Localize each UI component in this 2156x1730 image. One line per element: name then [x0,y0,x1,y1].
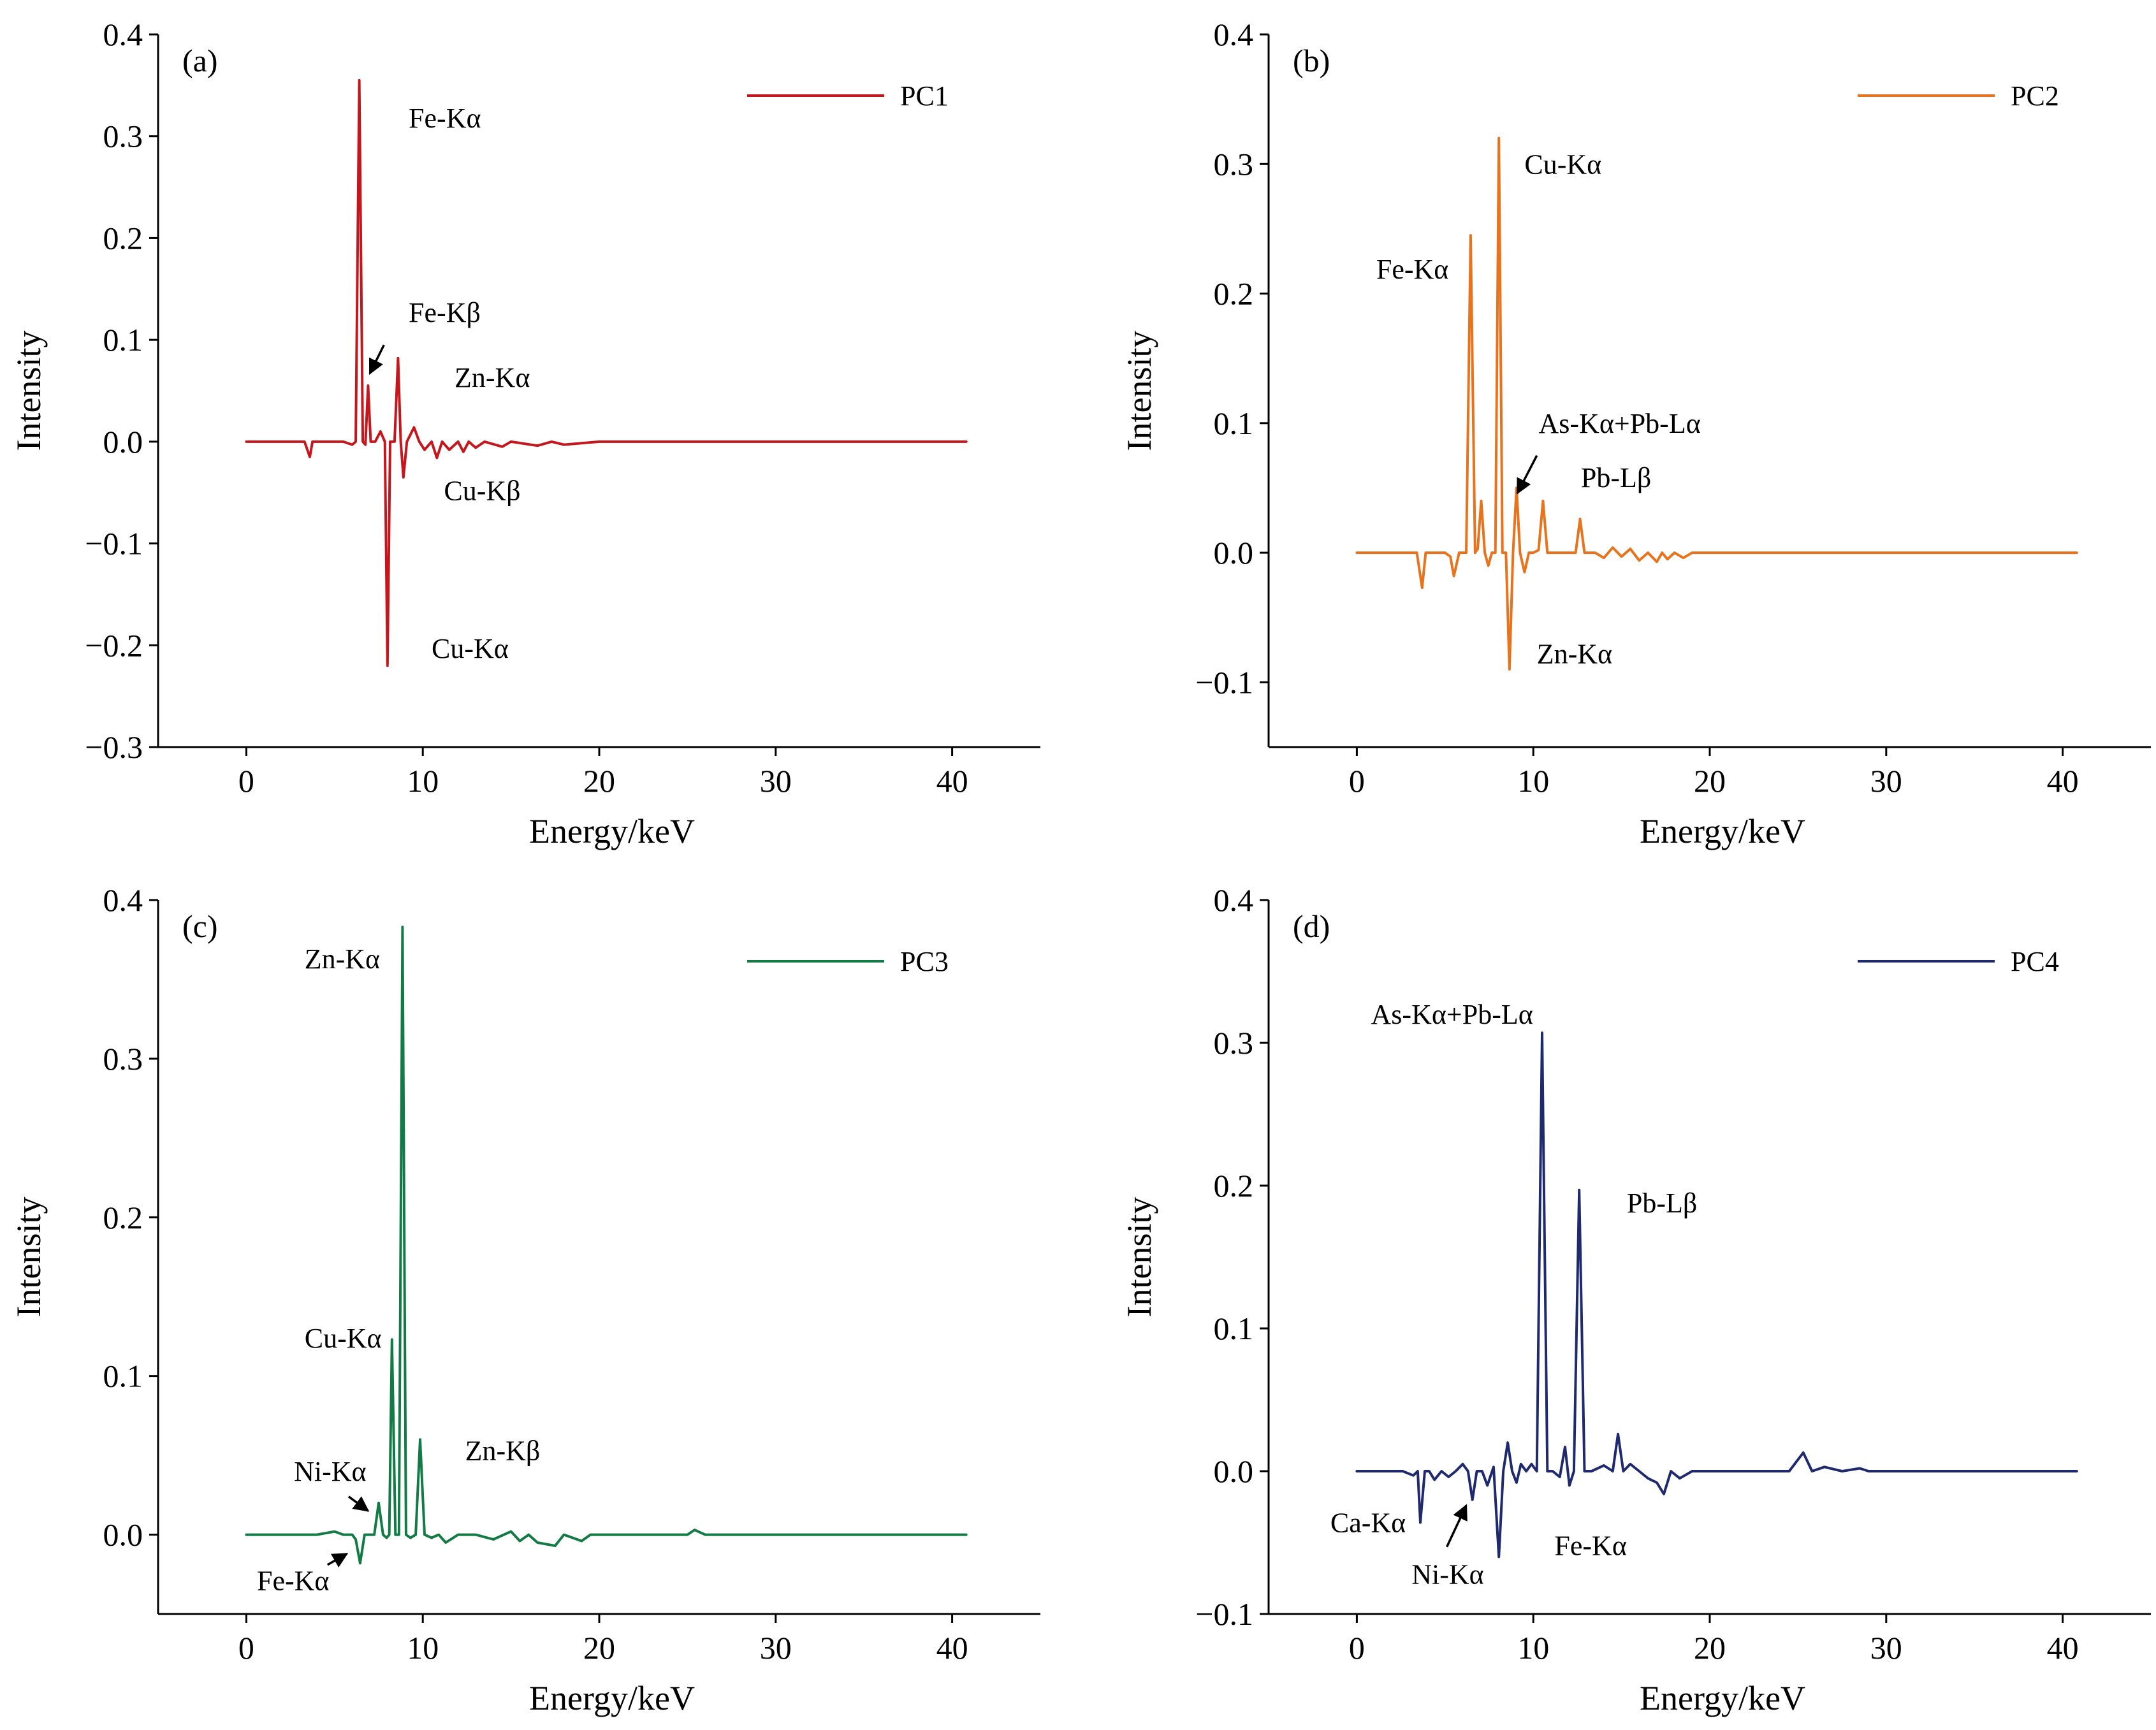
x-tick-label: 10 [1517,1630,1549,1666]
annotation-arrow [1516,454,1538,495]
y-tick-label: −0.1 [85,526,143,562]
legend-label: PC1 [900,80,949,112]
x-tick-label: 0 [1349,763,1365,799]
x-tick-label: 20 [1694,763,1726,799]
peak-annotation: Fe-Kα [257,1566,329,1597]
y-tick-label: 0.3 [1214,146,1254,182]
peak-annotation: Zn-Kα [455,362,530,393]
annotation-arrow [368,344,385,375]
x-tick-label: 40 [2047,763,2079,799]
peak-annotation: Cu-Kα [432,633,509,664]
series-line-pc2 [1355,136,2078,671]
x-tick-label: 40 [936,1630,968,1666]
y-tick-label: 0.1 [103,322,143,358]
annotation-arrow [1445,1504,1468,1548]
legend-label: PC3 [900,946,949,977]
chart-panel-4: −0.1 0.0 0.1 0.2 0.3 0.4 0 10 20 30 40 Energy/keV In… [1120,882,2151,1717]
y-tick-label: 0.1 [1214,405,1254,441]
x-tick-label: 30 [760,763,792,799]
x-tick-label: 40 [2047,1630,2079,1666]
panel-label: (c) [182,908,218,944]
x-tick-label: 0 [238,1630,254,1666]
x-tick-label: 0 [238,763,254,799]
peak-annotation: Cu-Kα [305,1323,382,1354]
y-tick-label: 0.3 [103,1041,143,1077]
x-tick-label: 20 [583,763,615,799]
y-tick-label: −0.2 [85,627,143,663]
x-tick-label: 30 [1870,763,1902,799]
x-tick-label: 20 [1694,1630,1726,1666]
legend-label: PC2 [2011,80,2059,112]
series-line-pc3 [245,926,968,1565]
y-tick-label: −0.1 [1195,1596,1253,1632]
x-tick-label: 10 [407,763,439,799]
y-tick-label: 0.3 [103,119,143,154]
x-tick-label: 20 [583,1630,615,1666]
chart-panel-1: −0.3 −0.2 −0.1 0.0 0.1 0.2 0.3 0.4 0 10 20 30 40 Ener… [10,17,1040,850]
peak-annotation: Cu-Kα [1524,149,1601,180]
peak-annotation: Zn-Kβ [465,1436,541,1467]
x-axis-label: Energy/keV [1640,1679,1805,1717]
y-tick-label: 0.1 [103,1358,143,1394]
chart-panel-3: 0.0 0.1 0.2 0.3 0.4 0 10 20 30 40 Energy/keV Intens… [10,882,1040,1717]
chart-panel-2: −0.1 0.0 0.1 0.2 0.3 0.4 0 10 20 30 40 Energy/keV In… [1120,17,2151,850]
x-axis-label: Energy/keV [1640,812,1805,850]
x-axis-label: Energy/keV [529,1679,695,1717]
y-tick-label: 0.1 [1214,1311,1254,1346]
y-tick-label: 0.0 [103,424,143,460]
peak-annotation: Zn-Kα [1537,639,1612,670]
x-tick-label: 40 [936,763,968,799]
panel-label: (d) [1293,908,1330,944]
x-tick-label: 30 [760,1630,792,1666]
series-line-pc1 [245,78,968,667]
y-tick-label: 0.3 [1214,1025,1254,1061]
series-line-pc4 [1355,1031,2078,1559]
x-tick-label: 10 [407,1630,439,1666]
y-axis-label: Intensity [10,1197,48,1318]
y-tick-label: −0.1 [1195,664,1253,700]
y-tick-label: 0.4 [103,882,143,918]
peak-annotation: Ca-Kα [1330,1508,1406,1539]
annotation-arrow [326,1552,349,1568]
peak-annotation: Fe-Kα [409,103,481,134]
y-tick-label: 0.2 [1214,276,1254,312]
x-tick-label: 10 [1517,763,1549,799]
peak-annotation: As-Kα+Pb-Lα [1539,408,1701,439]
peak-annotation: Ni-Kα [294,1456,366,1487]
x-tick-label: 30 [1870,1630,1902,1666]
peak-annotation: Fe-Kα [1554,1530,1626,1561]
peak-annotation: Pb-Lβ [1627,1188,1697,1219]
y-tick-label: 0.0 [103,1517,143,1553]
y-tick-label: 0.2 [103,220,143,256]
y-tick-label: 0.4 [1214,882,1254,918]
panel-label: (a) [182,43,218,78]
y-axis-label: Intensity [1120,331,1158,451]
peak-annotation: As-Kα+Pb-Lα [1371,999,1533,1030]
y-tick-label: 0.2 [103,1200,143,1235]
peak-annotation: Pb-Lβ [1581,462,1651,493]
peak-annotation: Ni-Kα [1411,1559,1483,1590]
y-tick-label: −0.3 [85,729,143,765]
panel-label: (b) [1293,43,1330,78]
y-tick-label: 0.4 [1214,17,1254,52]
y-axis-label: Intensity [1120,1197,1158,1318]
y-tick-label: 0.4 [103,17,143,52]
y-tick-label: 0.0 [1214,535,1254,571]
legend-label: PC4 [2011,946,2059,977]
peak-annotation: Cu-Kβ [444,476,520,507]
x-tick-label: 0 [1349,1630,1365,1666]
annotation-arrow [347,1495,370,1512]
y-tick-label: 0.0 [1214,1453,1254,1489]
y-axis-label: Intensity [10,331,48,451]
peak-annotation: Zn-Kα [305,943,380,975]
y-tick-label: 0.2 [1214,1168,1254,1203]
x-axis-label: Energy/keV [529,812,695,850]
peak-annotation: Fe-Kα [1376,254,1448,285]
peak-annotation: Fe-Kβ [409,297,481,328]
